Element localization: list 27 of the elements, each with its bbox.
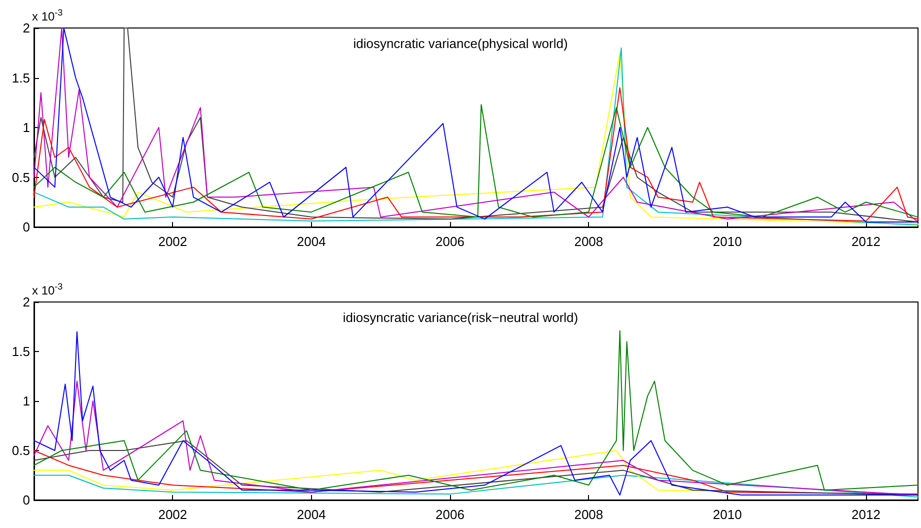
x-tick-label: 2010 [712,234,742,249]
line-series [34,87,918,222]
x-tick-label: 2002 [158,234,188,249]
x-tick-label: 2008 [574,507,604,522]
y-tick-label: 0 [22,492,30,508]
line-series [34,104,918,218]
x-tick-label: 2004 [296,507,326,522]
y-tick-label: 2 [22,20,30,36]
text: idiosyncratic variance(physical world) [353,36,568,51]
y-tick-label: 0.5 [12,443,30,458]
x-tick-label: 2012 [852,234,880,249]
y-tick-label: 0 [22,220,30,234]
text: idiosyncratic variance(risk−neutral world) [342,310,578,325]
x-tick-label: 2010 [712,507,742,522]
y-tick-label: 1 [22,120,30,135]
x-tick-label: 2012 [852,507,880,522]
y-tick-label: 1.5 [12,70,30,86]
line-series [34,474,918,498]
y-tick-label: 2 [22,294,30,310]
y-tick-label: 1 [22,394,30,408]
x-tick-label: 2002 [158,507,188,522]
x-tick-label: 2006 [436,507,464,522]
x-tick-label: 2006 [436,234,464,249]
x-tick-label: 2004 [296,234,326,249]
y-tick-label: 1.5 [12,344,30,359]
x-tick-label: 2008 [574,234,604,249]
y-tick-label: 0.5 [12,170,30,185]
